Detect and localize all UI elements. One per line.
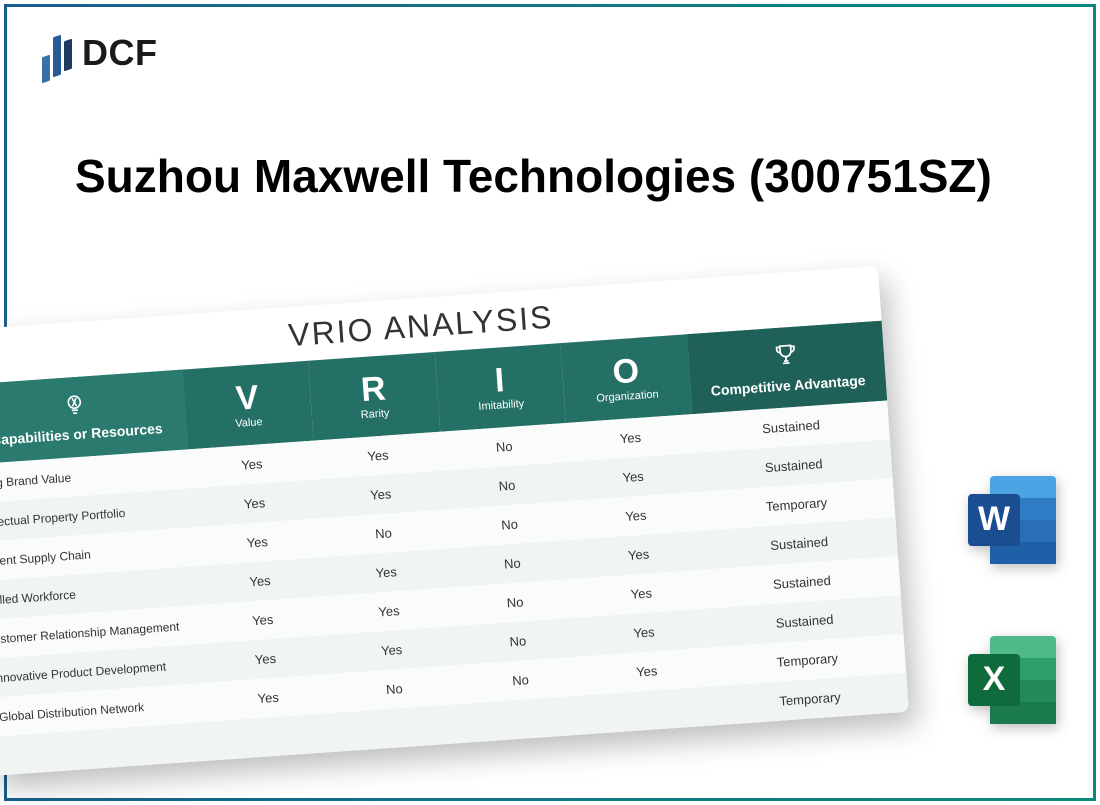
logo-text: DCF [82,32,158,74]
svg-text:W: W [978,500,1011,538]
logo-bars-icon [42,28,72,78]
logo: DCF [42,28,158,78]
excel-icon[interactable]: X [962,630,1062,730]
page-title: Suzhou Maxwell Technologies (300751SZ) [75,150,992,203]
th-organization: O Organization [560,334,692,423]
vrio-table: Capabilities or Resources V Value R Rari… [0,321,909,776]
word-icon[interactable]: W [962,470,1062,570]
th-imitability: I Imitability [434,343,566,432]
th-advantage: Competitive Advantage [687,321,888,414]
file-icons: W X [962,470,1062,730]
svg-text:X: X [983,660,1006,698]
th-value: V Value [182,361,314,450]
vrio-table-card: VRIO ANALYSIS Capabilities or Resources … [0,266,909,776]
th-rarity: R Rarity [308,352,440,441]
